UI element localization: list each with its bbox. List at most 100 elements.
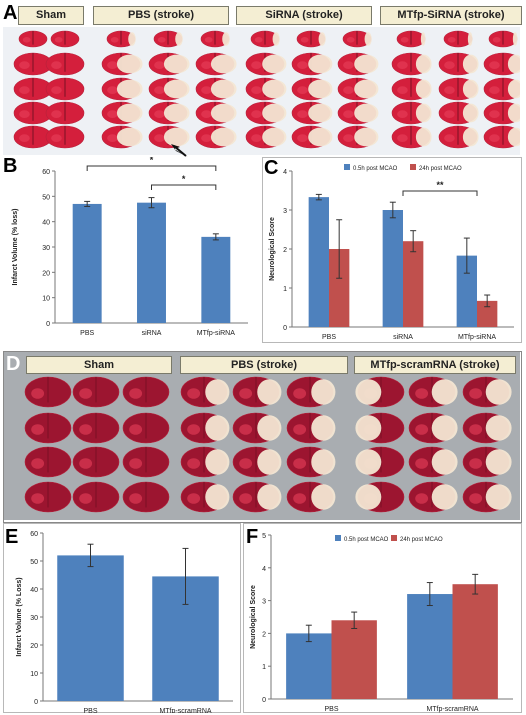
slice-region — [79, 388, 93, 399]
slice-region — [251, 134, 262, 142]
slice-region — [239, 493, 253, 504]
slice-lesion — [462, 79, 479, 99]
brain-slice — [291, 52, 333, 76]
brain-slice — [200, 30, 230, 48]
bar — [329, 249, 350, 327]
slice-region — [343, 110, 354, 118]
brain-slice — [483, 125, 520, 149]
brain-slice — [195, 125, 237, 149]
brain-slice — [148, 52, 190, 76]
slice-lesion — [415, 127, 432, 147]
x-tick-label: PBS — [324, 706, 338, 713]
legend-swatch — [335, 535, 341, 541]
legend-label: 0.5h post MCAO — [344, 537, 389, 543]
bar — [452, 584, 498, 699]
slice-region — [187, 493, 201, 504]
y-tick-label: 0 — [34, 699, 38, 706]
slice-region — [415, 493, 429, 504]
brain-slice — [408, 412, 458, 444]
slice-region — [444, 86, 455, 94]
slice-lesion — [355, 449, 382, 475]
brain-slice — [101, 77, 143, 101]
x-tick-label: MTfp-scramRNA — [159, 708, 211, 713]
slice-region — [489, 86, 500, 94]
slice-lesion — [210, 103, 237, 123]
brain-slice — [45, 101, 85, 125]
brain-slices-d-image — [24, 376, 512, 513]
significance-bracket — [86, 165, 217, 171]
y-tick-label: 1 — [283, 286, 287, 293]
brain-slice — [291, 101, 333, 125]
brain-slice — [50, 30, 80, 48]
y-tick-label: 30 — [42, 245, 50, 252]
slice-region — [51, 110, 62, 118]
brain-slice — [355, 446, 405, 478]
slice-lesion — [485, 484, 512, 510]
x-tick-label: PBS — [80, 330, 94, 337]
slice-lesion — [210, 54, 237, 74]
bar — [57, 555, 124, 701]
slice-region — [107, 86, 118, 94]
brain-slice — [180, 481, 230, 513]
bar — [407, 594, 453, 699]
brain-slice — [45, 77, 85, 101]
brain-slice — [245, 77, 287, 101]
brain-slice — [408, 376, 458, 408]
slice-region — [447, 37, 456, 43]
brain-slice — [232, 481, 282, 513]
y-tick-label: 60 — [42, 169, 50, 176]
slice-region — [31, 458, 45, 469]
brain-slices-a-image — [13, 30, 520, 149]
slice-lesion — [205, 415, 230, 441]
y-tick-label: 40 — [30, 587, 38, 594]
brain-slice — [337, 52, 379, 76]
slice-lesion — [205, 449, 230, 475]
slice-region — [415, 424, 429, 435]
y-axis-label: Neurological Score — [250, 585, 257, 649]
brain-slice — [337, 125, 379, 149]
slice-region — [22, 37, 31, 43]
brain-slice — [195, 77, 237, 101]
brain-slice — [101, 101, 143, 125]
y-tick-label: 1 — [262, 664, 266, 671]
legend-label: 24h post MCAO — [419, 166, 462, 172]
brain-slice — [101, 125, 143, 149]
brain-slice — [24, 446, 72, 478]
brain-slice — [355, 412, 405, 444]
slice-region — [79, 493, 93, 504]
brain-slice — [232, 446, 282, 478]
slice-lesion — [308, 79, 333, 99]
slice-region — [19, 61, 30, 69]
y-tick-label: 4 — [283, 169, 287, 176]
slice-lesion — [262, 79, 287, 99]
brain-slice — [122, 412, 170, 444]
slice-region — [154, 61, 165, 69]
slice-region — [107, 134, 118, 142]
slice-region — [397, 110, 408, 118]
slice-region — [129, 458, 143, 469]
slice-lesion — [355, 484, 382, 510]
y-axis-label: Infarct Volume (% loss) — [12, 209, 19, 286]
slice-region — [201, 110, 212, 118]
slice-lesion — [163, 103, 190, 123]
slice-lesion — [512, 32, 518, 46]
brain-slice — [391, 52, 432, 76]
significance-label: * — [182, 174, 186, 184]
slice-lesion — [462, 54, 479, 74]
bar — [308, 197, 329, 327]
slice-region — [19, 86, 30, 94]
slice-lesion — [462, 103, 479, 123]
brain-slice — [232, 376, 282, 408]
slice-lesion — [262, 54, 287, 74]
slice-region — [297, 86, 308, 94]
brain-slice — [72, 376, 120, 408]
slice-lesion — [257, 484, 282, 510]
significance-bracket — [151, 184, 217, 190]
brain-slice — [355, 376, 405, 408]
slice-lesion — [507, 79, 520, 99]
slice-region — [415, 458, 429, 469]
slice-region — [400, 37, 409, 43]
y-tick-label: 10 — [42, 296, 50, 303]
slice-lesion — [128, 32, 136, 46]
slice-region — [397, 61, 408, 69]
